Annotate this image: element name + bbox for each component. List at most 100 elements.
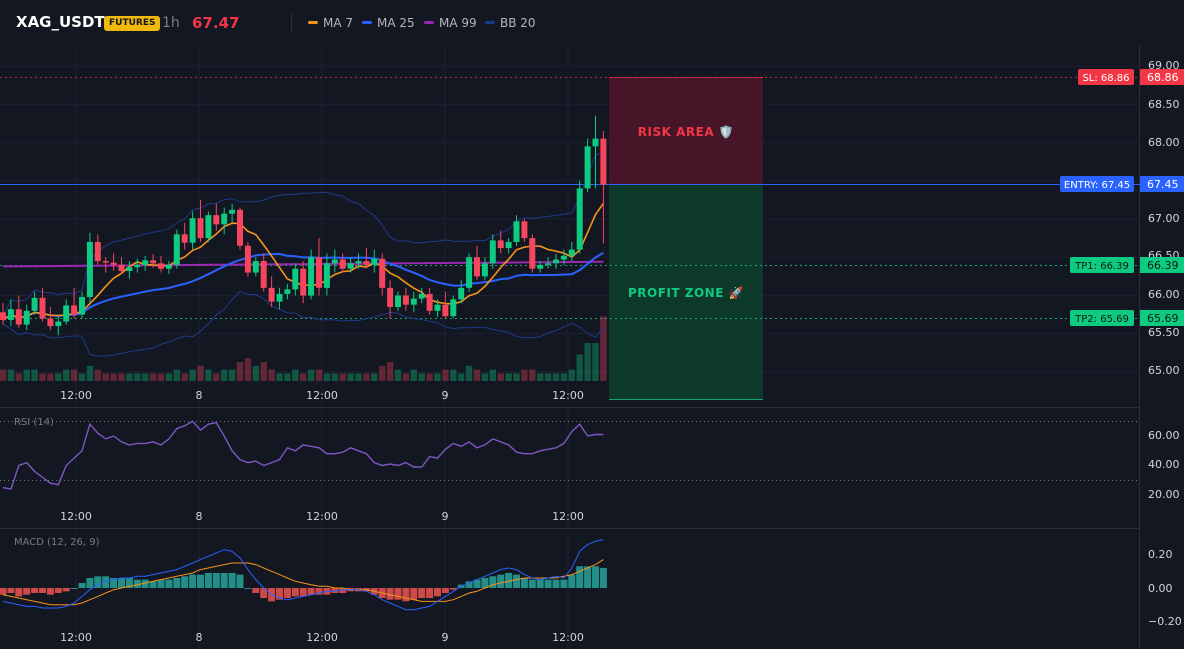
candle-body	[489, 240, 496, 264]
candle-body	[260, 261, 267, 288]
volume-bar	[244, 358, 252, 381]
candle-body	[418, 293, 425, 299]
candle-body	[426, 293, 433, 311]
macd-histogram-bar	[339, 588, 347, 594]
volume-bar	[39, 373, 46, 381]
macd-histogram-bar	[536, 579, 544, 588]
legend-ma99[interactable]: MA 99	[424, 16, 477, 30]
volume-bar	[505, 373, 512, 381]
legend-bb20[interactable]: BB 20	[485, 16, 536, 30]
candle-body	[300, 268, 307, 296]
candle-body	[529, 238, 536, 269]
volume-bar	[142, 373, 149, 381]
macd-histogram-bar	[260, 588, 268, 599]
macd-histogram-bar	[513, 574, 520, 588]
candle-body	[197, 218, 204, 239]
symbol-name[interactable]: XAG_USDT	[16, 13, 105, 31]
volume-bar	[205, 369, 212, 381]
macd-tick: 0.20	[1148, 548, 1173, 561]
macd-histogram-bar	[402, 588, 410, 602]
volume-bars	[0, 316, 607, 381]
entry-tag-label: ENTRY: 67.45	[1064, 180, 1130, 191]
candle-body	[553, 259, 559, 264]
macd-histogram-bar	[118, 577, 125, 588]
sl-tag[interactable]: SL: 68.86 68.86	[1078, 69, 1184, 85]
volume-bar	[592, 343, 599, 381]
tp2-tag-bg	[1070, 310, 1134, 326]
sl-price-bg	[1140, 69, 1184, 85]
volume-bar	[450, 369, 457, 381]
futures-badge: FUTURES	[104, 16, 161, 31]
volume-bar	[465, 365, 473, 381]
candle-body	[316, 257, 322, 288]
macd-histogram-bar	[212, 572, 220, 588]
volume-bar	[221, 369, 228, 381]
macd-histogram-bar	[220, 572, 228, 588]
candle-body	[347, 263, 354, 269]
macd-histogram-bar	[394, 588, 402, 600]
profit-zone	[609, 184, 763, 399]
rsi-tick: 60.00	[1148, 429, 1180, 442]
macd-histogram-bar	[505, 572, 513, 588]
candle-body	[252, 261, 259, 273]
volume-bar	[331, 373, 338, 381]
price-axis[interactable]: 69.00 68.50 68.00 67.50 67.00 66.50 66.0…	[1148, 59, 1180, 377]
candle-body	[31, 297, 38, 311]
macd-histogram-bar	[204, 572, 212, 588]
time-tick: 9	[442, 631, 449, 644]
candle-body	[158, 263, 164, 269]
entry-tag[interactable]: ENTRY: 67.45 67.45	[1060, 176, 1184, 192]
candle-body	[189, 218, 196, 243]
volume-bar	[600, 316, 607, 381]
candle-body	[371, 258, 378, 265]
tp2-tag[interactable]: TP2: 65.69 65.69	[1070, 310, 1184, 326]
macd-histogram-bar	[133, 579, 141, 588]
macd-histogram-bar	[520, 577, 528, 588]
entry-price-label: 67.45	[1147, 178, 1179, 191]
tp1-tag[interactable]: TP1: 66.39 66.39	[1070, 257, 1184, 273]
candle-body	[355, 261, 362, 264]
macd-title[interactable]: MACD (12, 26, 9)	[14, 537, 100, 548]
volume-bar	[94, 369, 101, 381]
volume-bar	[260, 362, 267, 381]
time-axis-rsi: 12:00 8 12:00 9 12:00	[60, 510, 584, 523]
volume-bar	[63, 369, 70, 381]
last-price: 67.47	[192, 14, 240, 32]
volume-bar	[410, 369, 417, 381]
macd-histogram-bar	[15, 588, 23, 597]
time-tick: 12:00	[552, 389, 584, 402]
macd-histogram-bar	[7, 588, 15, 594]
timeframe-label[interactable]: 1h	[162, 15, 180, 31]
volume-bar	[434, 373, 441, 381]
bollinger-bands	[2, 150, 604, 357]
risk-zone	[609, 77, 763, 184]
volume-bar	[110, 373, 117, 381]
volume-bar	[315, 369, 323, 381]
legend-ma25[interactable]: MA 25	[362, 16, 415, 30]
ma99-swatch-icon	[424, 21, 434, 24]
time-tick: 12:00	[306, 510, 338, 523]
volume-bar	[418, 373, 425, 381]
volume-bar	[15, 373, 22, 381]
rsi-title[interactable]: RSI (14)	[14, 417, 54, 428]
volume-bar	[307, 369, 315, 381]
candle-body	[268, 287, 275, 302]
candle-body	[600, 138, 607, 185]
time-tick: 12:00	[60, 389, 92, 402]
macd-histogram-bar	[62, 588, 70, 592]
macd-histogram-bar	[299, 588, 307, 597]
candle-body	[395, 295, 401, 307]
volume-bar	[576, 354, 583, 381]
candle-body	[79, 297, 85, 315]
legend-ma7[interactable]: MA 7	[308, 16, 353, 30]
macd-histogram-bar	[331, 588, 339, 594]
time-axis-main[interactable]: 12:00 8 12:00 9 12:00	[60, 389, 584, 402]
candle-body	[134, 264, 141, 268]
macd-line	[2, 539, 604, 611]
candle-body	[410, 298, 417, 305]
volume-bar	[371, 373, 378, 381]
candle-body	[339, 259, 346, 269]
macd-histogram-bar	[426, 588, 434, 599]
candle-body	[244, 245, 251, 273]
